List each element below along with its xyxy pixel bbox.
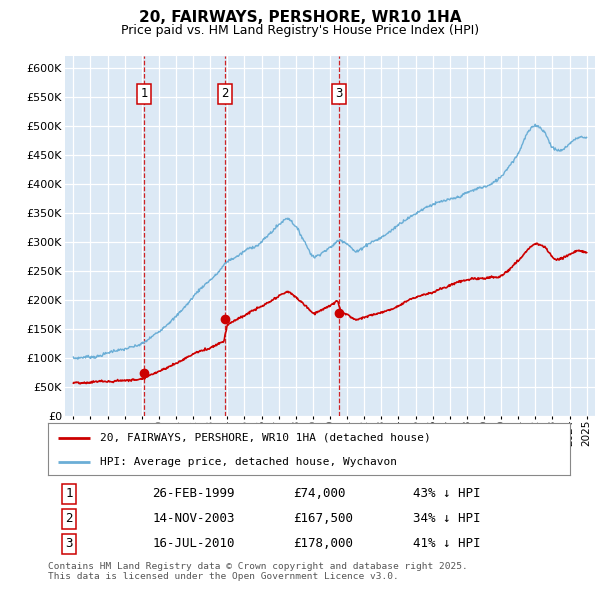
Text: 26-FEB-1999: 26-FEB-1999	[152, 487, 235, 500]
Text: £178,000: £178,000	[293, 537, 353, 550]
Text: 34% ↓ HPI: 34% ↓ HPI	[413, 512, 481, 525]
Text: HPI: Average price, detached house, Wychavon: HPI: Average price, detached house, Wych…	[100, 457, 397, 467]
Text: £74,000: £74,000	[293, 487, 346, 500]
Text: Contains HM Land Registry data © Crown copyright and database right 2025.
This d: Contains HM Land Registry data © Crown c…	[48, 562, 468, 581]
Text: 1: 1	[140, 87, 148, 100]
Text: 3: 3	[65, 537, 73, 550]
Text: 20, FAIRWAYS, PERSHORE, WR10 1HA (detached house): 20, FAIRWAYS, PERSHORE, WR10 1HA (detach…	[100, 432, 431, 442]
Text: Price paid vs. HM Land Registry's House Price Index (HPI): Price paid vs. HM Land Registry's House …	[121, 24, 479, 37]
Text: 2: 2	[221, 87, 229, 100]
Text: 3: 3	[335, 87, 343, 100]
Text: 41% ↓ HPI: 41% ↓ HPI	[413, 537, 481, 550]
Text: 1: 1	[65, 487, 73, 500]
Text: 2: 2	[65, 512, 73, 525]
Text: 20, FAIRWAYS, PERSHORE, WR10 1HA: 20, FAIRWAYS, PERSHORE, WR10 1HA	[139, 10, 461, 25]
Text: 14-NOV-2003: 14-NOV-2003	[152, 512, 235, 525]
Text: 43% ↓ HPI: 43% ↓ HPI	[413, 487, 481, 500]
Text: £167,500: £167,500	[293, 512, 353, 525]
Text: 16-JUL-2010: 16-JUL-2010	[152, 537, 235, 550]
